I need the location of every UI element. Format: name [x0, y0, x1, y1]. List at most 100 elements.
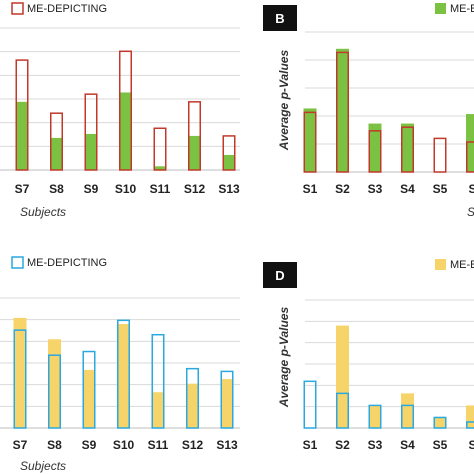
bar-filled-s8	[50, 137, 63, 170]
x-tick-label: S9	[84, 182, 99, 196]
bar-outline-s10	[117, 319, 130, 429]
x-tick-label: S8	[49, 182, 64, 196]
x-tick-label: S5	[433, 182, 448, 196]
panel-d: S1 S2 S3 S4 S5 S ME-E Average p-Values D	[263, 259, 474, 452]
bar-filled-s8	[48, 339, 61, 428]
panel-d-legend-swatch	[435, 259, 446, 270]
bar-outline-s5	[433, 416, 447, 429]
panel-a-legend-label: ME-DEPICTING	[27, 3, 107, 15]
bar-outline-s7	[13, 329, 27, 429]
panel-b-legend: ME-E	[435, 3, 474, 15]
bar-outline-s9	[82, 350, 96, 429]
panel-b-bars	[303, 48, 474, 173]
x-tick-label: S7	[15, 182, 30, 196]
panel-a-legend-swatch	[11, 2, 24, 15]
panel-b-legend-label: ME-E	[450, 3, 474, 15]
panel-a-x-axis-label: Subjects	[20, 205, 66, 219]
bar-outline-s7	[15, 59, 29, 171]
x-tick-label: S2	[335, 182, 350, 196]
bar-outline-s13	[220, 370, 234, 429]
x-tick-label: S7	[13, 438, 28, 452]
x-tick-label: S	[468, 438, 474, 452]
bar-filled-s	[466, 405, 474, 428]
panel-c-legend-swatch	[11, 256, 24, 269]
panel-a: S7 S8 S9 S10 S11 S12 S13 ME-DEPICTING Subjects	[0, 2, 240, 219]
bar-filled-s2	[336, 48, 349, 172]
panel-a-tick-labels: S7 S8 S9 S10 S11 S12 S13	[15, 182, 240, 196]
bar-outline-s	[466, 141, 474, 173]
panel-c-legend-label: ME-DEPICTING	[27, 257, 107, 269]
panel-b-legend-swatch	[435, 3, 446, 14]
x-tick-label: S2	[335, 438, 350, 452]
panel-d-gridlines	[305, 299, 474, 429]
panel-d-y-axis-title: Average p-Values	[277, 307, 291, 409]
panel-b-y-axis-title: Average p-Values	[277, 50, 291, 152]
x-tick-label: S12	[182, 438, 204, 452]
bar-outline-s13	[222, 135, 236, 171]
bar-filled-s13	[220, 379, 234, 428]
x-tick-label: S9	[82, 438, 97, 452]
bar-filled-s10	[117, 324, 130, 428]
x-tick-label: S8	[47, 438, 62, 452]
panel-a-legend: ME-DEPICTING	[11, 2, 107, 15]
bar-filled-s5	[433, 417, 447, 428]
bar-filled-s9	[82, 369, 96, 428]
panel-b-tick-labels: S1 S2 S3 S4 S5 S	[303, 182, 474, 196]
x-tick-label: S3	[368, 438, 383, 452]
bar-filled-s12	[186, 383, 199, 428]
bar-outline-s	[466, 421, 474, 429]
panel-d-badge	[263, 262, 297, 288]
bar-outline-s1	[303, 111, 317, 173]
bar-filled-s4	[401, 393, 414, 428]
bar-filled-s10	[119, 92, 132, 170]
panel-d-badge-label: D	[275, 268, 284, 283]
bar-outline-s12	[188, 101, 201, 171]
x-tick-label: S	[468, 182, 474, 196]
x-tick-label: S3	[368, 182, 383, 196]
panel-d-bars	[303, 325, 474, 429]
bar-filled-s7	[13, 317, 27, 428]
bar-outline-s4	[401, 404, 414, 429]
bar-outline-s9	[84, 93, 98, 171]
bar-outline-s11	[151, 333, 165, 429]
bar-filled-s2	[336, 325, 349, 428]
x-tick-label: S13	[216, 438, 238, 452]
panel-c-legend: ME-DEPICTING	[11, 256, 107, 269]
bar-outline-s4	[401, 126, 414, 173]
panel-b: S1 S2 S3 S4 S5 S ME-E S Average p-Values B	[263, 3, 474, 219]
bar-filled-s3	[368, 405, 382, 428]
x-tick-label: S4	[400, 182, 415, 196]
x-tick-label: S4	[400, 438, 415, 452]
panel-c-tick-labels: S7 S8 S9 S10 S11 S12 S13	[13, 438, 238, 452]
panel-b-badge-label: B	[275, 11, 284, 26]
bar-filled-s11	[151, 392, 165, 428]
bar-filled-s	[466, 114, 474, 172]
bar-outline-s2	[336, 51, 349, 173]
panel-b-gridlines	[305, 31, 474, 173]
panel-c: S7 S8 S9 S10 S11 S12 S13 ME-DEPICTING Subjects	[0, 256, 240, 473]
panel-b-x-axis-label: S	[467, 205, 474, 219]
panel-d-legend-label: ME-E	[450, 259, 474, 271]
bar-outline-s3	[368, 130, 382, 173]
panel-b-badge	[263, 5, 297, 31]
x-tick-label: S13	[218, 182, 240, 196]
x-tick-label: S1	[303, 438, 318, 452]
bar-filled-s9	[84, 133, 98, 170]
bar-outline-s5	[433, 137, 447, 173]
x-tick-label: S12	[184, 182, 206, 196]
x-tick-label: S1	[303, 182, 318, 196]
bar-filled-s13	[222, 154, 236, 170]
x-tick-label: S5	[433, 438, 448, 452]
bar-filled-s7	[15, 101, 29, 170]
bar-outline-s1	[303, 380, 317, 429]
x-tick-label: S10	[113, 438, 135, 452]
bar-filled-s12	[188, 135, 201, 170]
bar-filled-s4	[401, 123, 414, 172]
panel-d-tick-labels: S1 S2 S3 S4 S5 S	[303, 438, 474, 452]
bar-outline-s12	[186, 367, 199, 429]
x-tick-label: S11	[150, 182, 171, 196]
bar-outline-s8	[50, 112, 63, 171]
bar-filled-s3	[368, 123, 382, 172]
panel-d-legend: ME-E	[435, 259, 474, 271]
